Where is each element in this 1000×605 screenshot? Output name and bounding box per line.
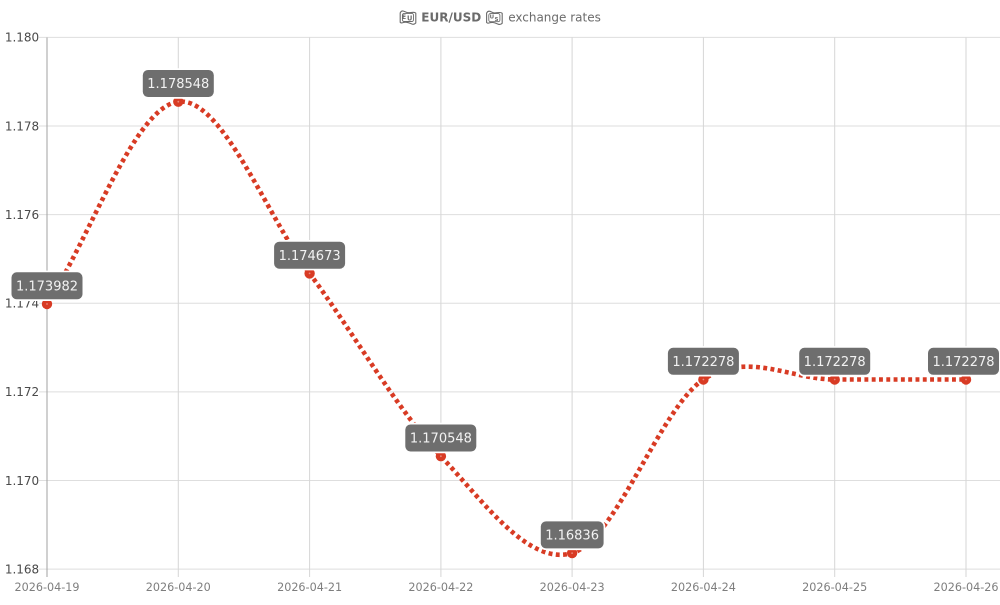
svg-text:1.178: 1.178 bbox=[5, 119, 39, 133]
svg-text:1.172278: 1.172278 bbox=[672, 355, 734, 370]
svg-text:2026-04-24: 2026-04-24 bbox=[671, 581, 736, 594]
svg-text:EUR/USD: EUR/USD bbox=[421, 11, 481, 25]
svg-text:2026-04-20: 2026-04-20 bbox=[146, 581, 211, 594]
svg-text:2026-04-21: 2026-04-21 bbox=[277, 581, 342, 594]
svg-text:1.170548: 1.170548 bbox=[410, 432, 472, 447]
svg-text:exchange rates: exchange rates bbox=[508, 11, 601, 25]
svg-text:2026-04-26: 2026-04-26 bbox=[933, 581, 998, 594]
svg-text:2026-04-23: 2026-04-23 bbox=[540, 581, 605, 594]
svg-text:2026-04-25: 2026-04-25 bbox=[802, 581, 867, 594]
svg-text:1.168: 1.168 bbox=[5, 562, 39, 576]
svg-text:1.16836: 1.16836 bbox=[545, 529, 599, 544]
svg-text:1.170: 1.170 bbox=[5, 474, 39, 488]
svg-text:1.172278: 1.172278 bbox=[804, 355, 866, 370]
svg-text:U: U bbox=[490, 14, 494, 20]
svg-text:2026-04-19: 2026-04-19 bbox=[14, 581, 79, 594]
svg-text:2026-04-22: 2026-04-22 bbox=[408, 581, 473, 594]
svg-text:1.176: 1.176 bbox=[5, 208, 39, 222]
svg-text:S: S bbox=[495, 17, 499, 23]
svg-text:1.172278: 1.172278 bbox=[932, 355, 994, 370]
svg-text:1.178548: 1.178548 bbox=[147, 77, 209, 92]
svg-text:E: E bbox=[402, 14, 406, 21]
svg-text:1.174673: 1.174673 bbox=[279, 249, 341, 264]
svg-text:1.172: 1.172 bbox=[5, 385, 39, 399]
svg-text:1.180: 1.180 bbox=[5, 31, 39, 45]
svg-text:U: U bbox=[407, 14, 412, 22]
svg-text:1.173982: 1.173982 bbox=[16, 280, 78, 295]
